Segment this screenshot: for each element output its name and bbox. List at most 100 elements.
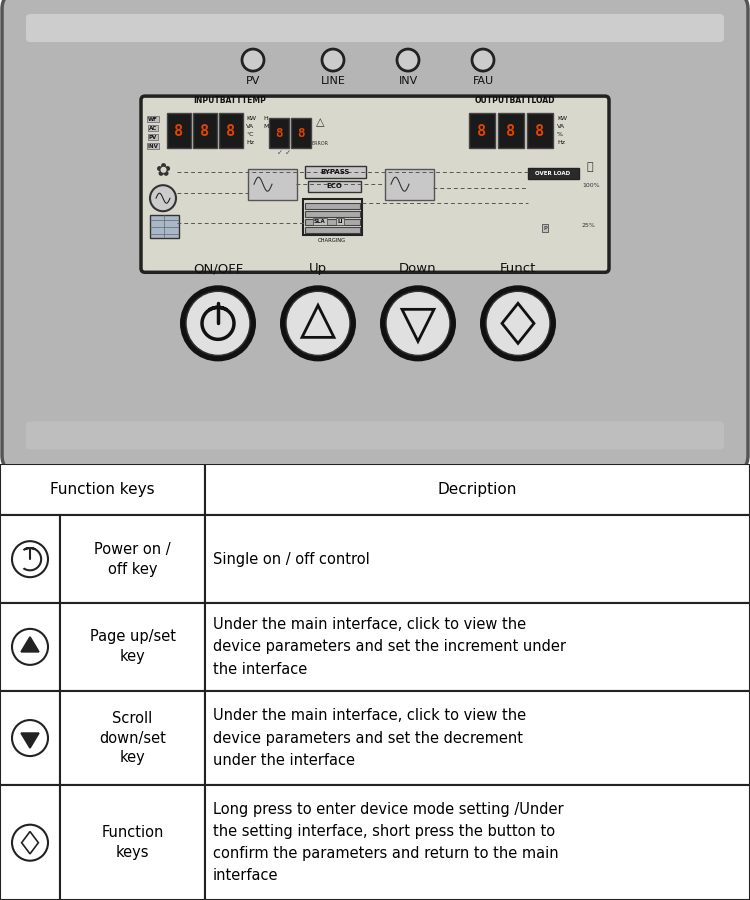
Text: FAU: FAU [472, 76, 494, 86]
Text: Under the main interface, click to view the
device parameters and set the decrem: Under the main interface, click to view … [213, 708, 526, 768]
Polygon shape [21, 637, 39, 652]
Circle shape [12, 541, 48, 577]
Circle shape [472, 50, 494, 71]
Text: %: % [557, 131, 563, 137]
FancyBboxPatch shape [2, 0, 748, 472]
Text: Down: Down [399, 262, 436, 275]
Text: °C: °C [246, 131, 254, 137]
Circle shape [380, 285, 456, 362]
FancyBboxPatch shape [527, 113, 553, 148]
Bar [60, 690, 205, 786]
Text: VA: VA [246, 123, 254, 129]
Circle shape [242, 50, 264, 71]
FancyBboxPatch shape [248, 168, 296, 200]
FancyBboxPatch shape [167, 113, 191, 148]
Bar [0, 464, 205, 516]
Text: 8: 8 [275, 127, 283, 140]
Text: Decription: Decription [438, 482, 518, 497]
FancyBboxPatch shape [305, 220, 360, 225]
Text: H: H [263, 115, 268, 121]
FancyBboxPatch shape [305, 203, 360, 209]
Text: Hz: Hz [246, 140, 254, 145]
FancyBboxPatch shape [385, 168, 433, 200]
Text: CHARGING: CHARGING [318, 238, 346, 243]
Text: PV: PV [246, 76, 260, 86]
Text: INV: INV [148, 144, 158, 148]
Text: 8: 8 [175, 123, 184, 139]
FancyBboxPatch shape [219, 113, 243, 148]
Circle shape [322, 50, 344, 71]
Bar [60, 603, 205, 690]
Text: △: △ [316, 117, 324, 127]
Bar [205, 786, 750, 900]
Text: ⏻: ⏻ [586, 162, 593, 172]
Bar [205, 603, 750, 690]
Circle shape [150, 185, 176, 211]
Bar [205, 464, 750, 516]
FancyBboxPatch shape [26, 14, 724, 42]
Polygon shape [402, 310, 434, 341]
Text: ✓ ✓: ✓ ✓ [277, 150, 291, 157]
Circle shape [286, 292, 350, 356]
FancyBboxPatch shape [498, 113, 524, 148]
Text: OVER LOAD: OVER LOAD [536, 171, 571, 176]
Text: Function keys: Function keys [50, 482, 154, 497]
Text: KW: KW [557, 115, 567, 121]
Bar [205, 690, 750, 786]
Bar [60, 786, 205, 900]
Circle shape [12, 629, 48, 665]
FancyBboxPatch shape [304, 166, 365, 177]
Text: Single on / off control: Single on / off control [213, 552, 370, 567]
Text: SLA: SLA [314, 219, 326, 224]
Text: Up: Up [309, 262, 327, 275]
Text: 25%: 25% [582, 222, 596, 228]
Text: LI: LI [338, 219, 343, 224]
Text: 8: 8 [297, 127, 304, 140]
FancyBboxPatch shape [193, 113, 217, 148]
Text: BYPASS: BYPASS [320, 168, 350, 175]
Text: VA: VA [557, 123, 566, 129]
Circle shape [486, 292, 550, 356]
FancyBboxPatch shape [269, 118, 289, 148]
Text: P: P [543, 226, 547, 230]
Text: Hz: Hz [557, 140, 565, 145]
Text: Power on /
off key: Power on / off key [94, 542, 171, 577]
Bar [205, 516, 750, 603]
Circle shape [12, 720, 48, 756]
Text: Scroll
down/set
key: Scroll down/set key [99, 711, 166, 765]
Text: 8: 8 [506, 123, 515, 139]
Bar [60, 516, 205, 603]
Text: KW: KW [246, 115, 256, 121]
Text: Under the main interface, click to view the
device parameters and set the increm: Under the main interface, click to view … [213, 617, 566, 677]
Text: LINE: LINE [320, 76, 346, 86]
FancyBboxPatch shape [291, 118, 311, 148]
FancyBboxPatch shape [527, 167, 578, 179]
Polygon shape [21, 734, 39, 748]
Text: INV: INV [398, 76, 418, 86]
FancyBboxPatch shape [305, 212, 360, 217]
Text: Funct: Funct [500, 262, 536, 275]
Circle shape [397, 50, 419, 71]
Bar [0, 516, 60, 603]
FancyBboxPatch shape [141, 96, 609, 273]
Circle shape [12, 824, 48, 860]
Text: AC: AC [148, 126, 158, 130]
Text: WF: WF [148, 117, 158, 122]
Text: 8: 8 [536, 123, 544, 139]
Text: 8: 8 [478, 123, 487, 139]
Circle shape [180, 285, 256, 362]
Text: ON/OFF: ON/OFF [193, 262, 243, 275]
Circle shape [186, 292, 250, 356]
Bar [0, 690, 60, 786]
Text: M: M [263, 123, 268, 129]
FancyBboxPatch shape [26, 421, 724, 449]
Text: 8: 8 [200, 123, 209, 139]
FancyBboxPatch shape [469, 113, 495, 148]
Text: ECO: ECO [326, 184, 342, 189]
Polygon shape [302, 305, 334, 338]
Text: 8: 8 [226, 123, 236, 139]
Text: 100%: 100% [582, 183, 600, 188]
Text: Long press to enter device mode setting /Under
the setting interface, short pres: Long press to enter device mode setting … [213, 802, 564, 884]
Circle shape [386, 292, 450, 356]
Circle shape [480, 285, 556, 362]
